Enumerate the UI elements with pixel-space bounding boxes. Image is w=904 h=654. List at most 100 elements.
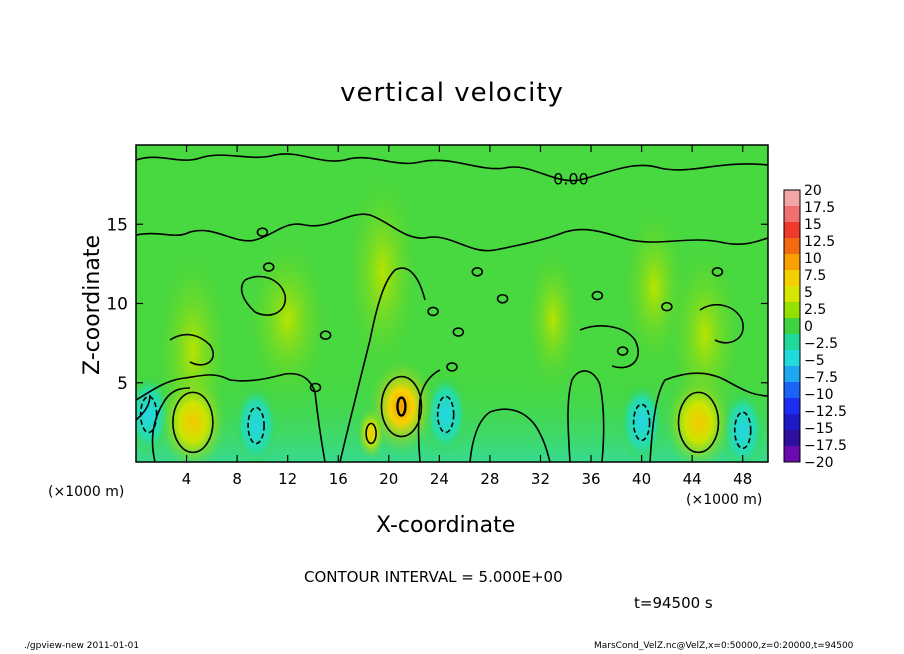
x-tick-label: 12 [278,470,297,488]
contour-line [169,333,214,366]
downdraft-contour [632,403,651,442]
colorbar-label: −5 [804,353,825,369]
contour-island [446,362,458,372]
contour-interval: CONTOUR INTERVAL = 5.000E+00 [304,568,563,586]
contour-line [567,370,605,462]
contour-island [496,293,509,304]
colorbar-label: 0 [804,319,813,335]
contour-island [591,290,604,301]
colorbar-swatch [784,334,800,351]
x-tick-label: 40 [632,470,651,488]
updraft-core [664,374,733,462]
contour-island [256,227,269,237]
contour-island [711,266,724,277]
x-tick-label: 20 [379,470,398,488]
colorbar-swatch [784,414,800,431]
contour-island [452,327,465,337]
colorbar-swatch [784,350,800,367]
colorbar-label: −17.5 [804,438,847,454]
colorbar-label: −2.5 [804,336,838,352]
x-axis-label: X-coordinate [376,513,516,538]
updraft-core [158,374,227,462]
x-tick-label: 28 [480,470,499,488]
contour-island [319,330,332,341]
downdraft-contour [247,406,265,445]
colorbar-swatch [784,398,800,415]
time-label: t=94500 s [634,594,713,612]
downdraft-core [234,385,279,462]
colorbar-swatch [784,270,800,287]
y-tick-label: 10 [106,295,128,315]
colorbar-label: 15 [804,217,822,233]
colorbar-frame [783,189,801,463]
downdraft-contour [733,411,752,450]
colorbar-label: −15 [804,421,834,437]
colorbar-swatch [784,190,800,207]
contour-line [579,325,639,369]
colorbar-label: −10 [804,387,834,403]
x-units-left: (×1000 m) [48,484,125,500]
contour-island [616,346,629,356]
colorbar-swatch [784,446,800,463]
updraft-core [357,407,386,460]
core-contour-inner [396,396,407,417]
x-tick-label: 48 [733,470,752,488]
downdraft-core [720,390,765,462]
core-contour [380,375,423,438]
colorbar-swatch [784,318,800,335]
footer-right: MarsCond_VelZ.nc@VelZ,x=0:50000,z=0:2000… [594,641,854,651]
contour-line [339,267,426,462]
footer-left: ./gpview-new 2011-01-01 [24,641,140,651]
core-contour [172,391,214,454]
colorbar-swatch [784,222,800,239]
colorbar-swatch [784,302,800,319]
colorbar-label: 20 [804,183,822,199]
contour-line [136,213,768,252]
colorbar-label: 17.5 [804,200,835,216]
weak-updraft-shade [342,161,423,382]
contour-line [240,275,286,316]
contour-line [469,408,551,462]
colorbar-label: 10 [804,251,822,267]
x-tick-label: 4 [182,470,192,488]
colorbar-label: 12.5 [804,234,835,250]
contour-island [427,306,439,317]
x-tick-label: 16 [329,470,348,488]
contour-label: 0.00 [553,170,589,189]
downdraft-contour [436,395,455,434]
x-tick-label: 24 [430,470,449,488]
colorbar-label: −7.5 [804,370,838,386]
downdraft-core [619,382,664,462]
colorbar-label: 2.5 [804,302,826,318]
colorbar-swatch [784,238,800,255]
core-contour [677,391,720,454]
contour-line [136,372,326,462]
colorbar-label: 5 [804,285,813,301]
colorbar-label: −12.5 [804,404,847,420]
contour-line [417,369,441,462]
contour-line [699,304,744,344]
downdraft-core [423,374,468,455]
colorbar-swatch [784,382,800,399]
colorbar-swatch [784,286,800,303]
chart-title: vertical velocity [340,78,564,108]
y-tick-label: 5 [117,374,128,394]
contour-line [136,153,768,182]
contour-island [309,382,322,393]
colorbar-label: −20 [804,455,834,471]
y-tick-label: 15 [106,215,128,235]
contour-line [151,387,191,462]
colorbar-swatch [784,254,800,271]
core-contour [365,422,377,445]
contour-island [661,301,673,312]
weak-updraft-shade [242,229,333,410]
x-tick-label: 44 [683,470,702,488]
colorbar-label: 7.5 [804,268,826,284]
x-tick-label: 8 [232,470,242,488]
contour-line [649,372,768,462]
contour-island [262,262,275,272]
contour-island [471,266,484,277]
weak-updraft-shade [523,239,584,400]
downdraft-contour [139,395,158,434]
